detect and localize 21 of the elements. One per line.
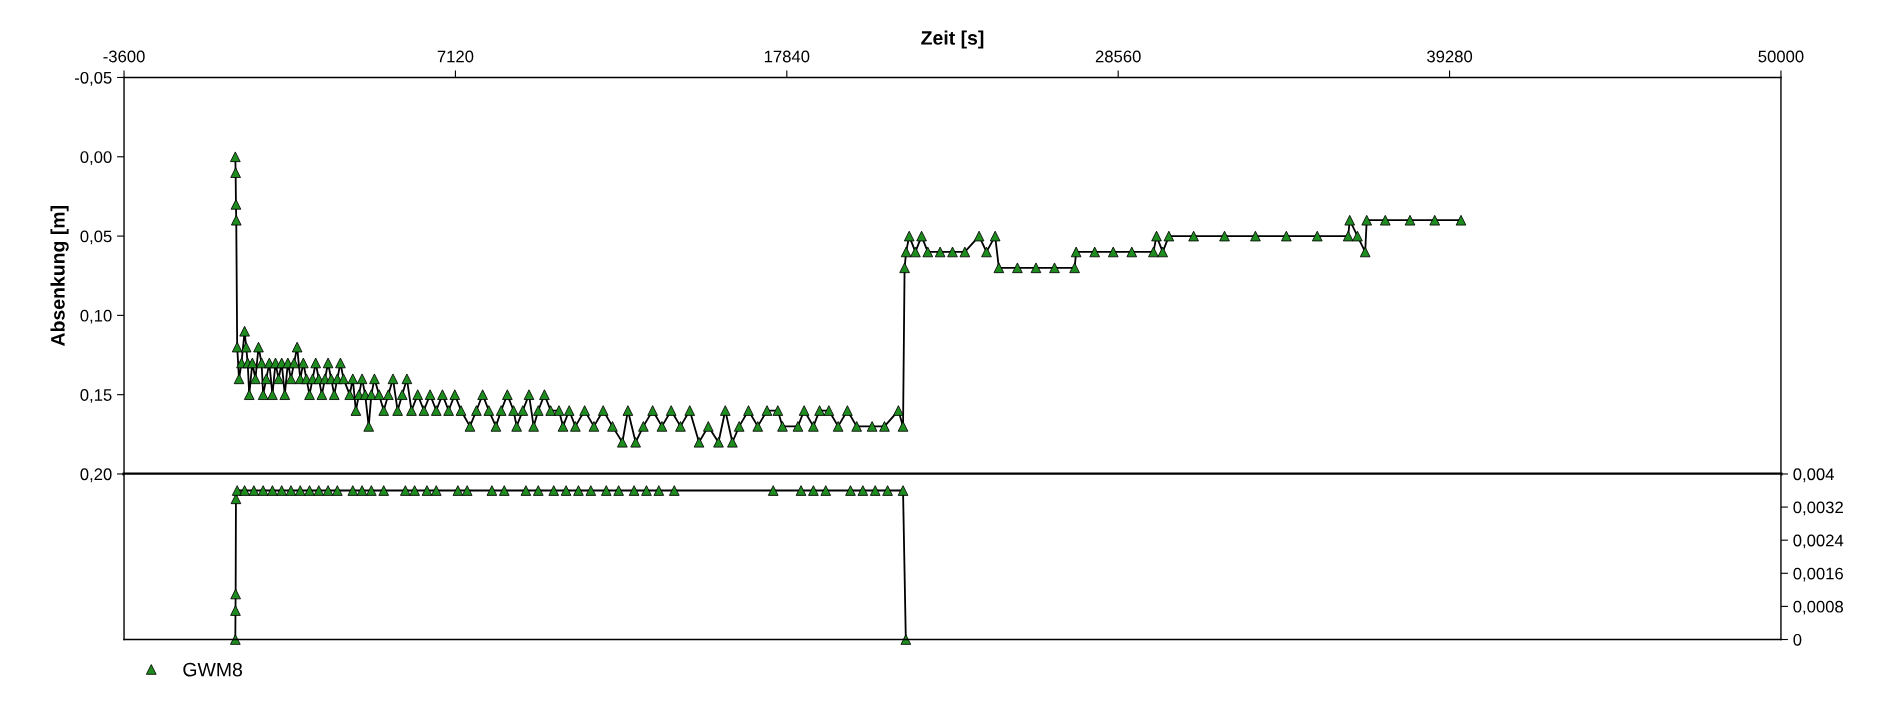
y-tick-label: -0,05 bbox=[74, 71, 112, 86]
y-tick-label: 0,10 bbox=[80, 309, 112, 324]
x-axis-title: Zeit [s] bbox=[921, 30, 984, 49]
y-tick-label: 0,0016 bbox=[1793, 567, 1843, 582]
y-tick-label: 0,15 bbox=[80, 389, 112, 403]
x-tick-label: 39280 bbox=[1427, 50, 1473, 63]
legend-label: GWM8 bbox=[183, 662, 243, 677]
y-tick-label: 0 bbox=[1793, 633, 1802, 646]
y-tick-label: 0,0024 bbox=[1793, 534, 1844, 549]
x-tick-label: 50000 bbox=[1758, 50, 1804, 63]
y-tick-label: 0,004 bbox=[1793, 468, 1834, 483]
y-axis-title: Absenkung [m] bbox=[50, 206, 69, 346]
x-tick-label: 7120 bbox=[437, 50, 474, 63]
y-tick-label: 0,05 bbox=[80, 230, 112, 245]
y-tick-label: 0,0008 bbox=[1793, 600, 1844, 615]
x-tick-label: 28560 bbox=[1095, 50, 1141, 63]
y-tick-label: 0,00 bbox=[80, 151, 112, 165]
y-tick-label: 0,20 bbox=[80, 468, 112, 483]
x-tick-label: -3600 bbox=[103, 50, 145, 63]
x-tick-label: 17840 bbox=[764, 50, 810, 63]
y-tick-label: 0,0032 bbox=[1793, 501, 1843, 516]
